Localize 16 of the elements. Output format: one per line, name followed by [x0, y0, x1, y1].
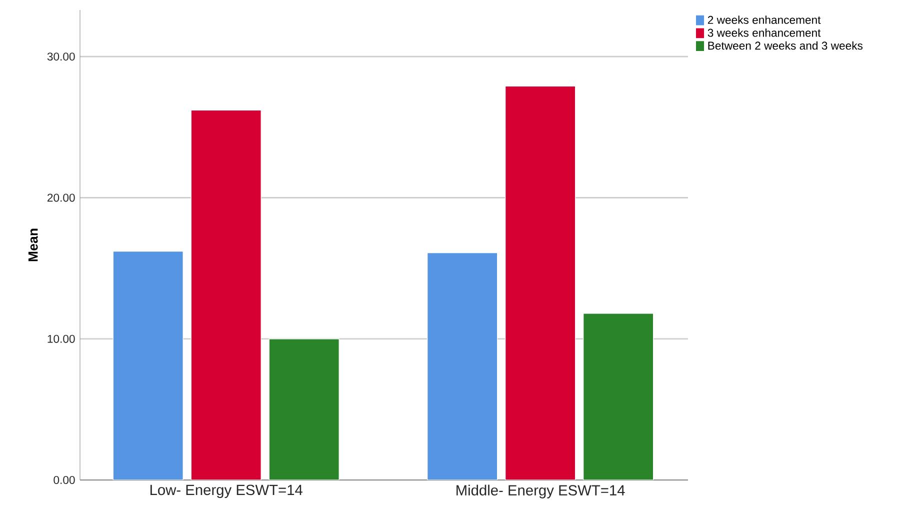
x-tick-label: Middle- Energy ESWT=14 — [456, 484, 625, 498]
x-tick-label: Low- Energy ESWT=14 — [150, 484, 302, 498]
legend-label: Between 2 weeks and 3 weeks — [708, 41, 863, 50]
bar — [504, 86, 576, 480]
y-tick-label: 10.00 — [48, 334, 75, 343]
bar — [112, 251, 184, 480]
legend-label: 2 weeks enhancement — [708, 16, 821, 24]
legend-label: 3 weeks enhancement — [708, 28, 821, 37]
bar — [582, 313, 654, 480]
bar — [190, 110, 262, 480]
y-tick-label: 20.00 — [47, 194, 75, 202]
y-tick-label: 30.00 — [47, 52, 75, 61]
bar — [426, 252, 498, 480]
y-tick-label: 0.00 — [54, 476, 75, 484]
bar — [268, 338, 340, 480]
y-axis-title: Mean — [28, 228, 38, 262]
